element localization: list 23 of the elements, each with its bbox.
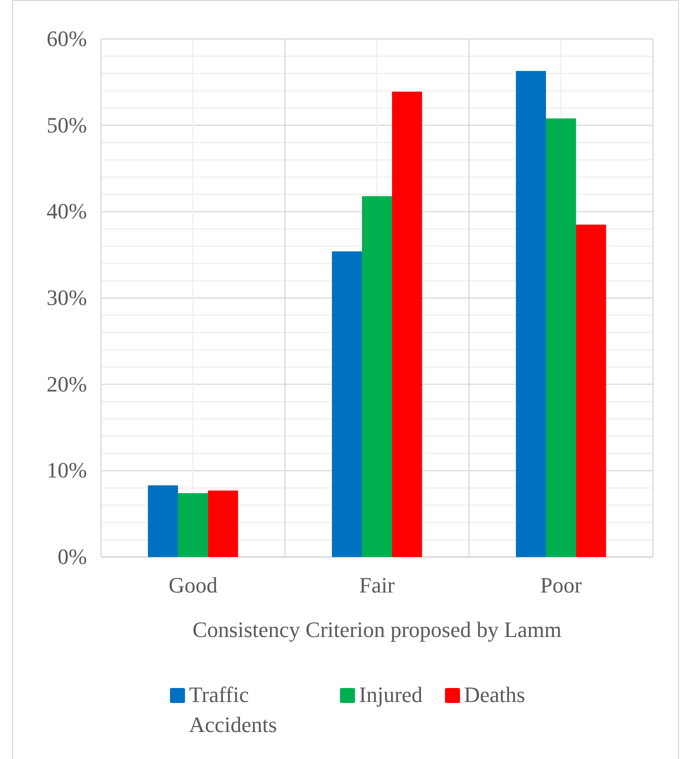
x-axis-title: Consistency Criterion proposed by Lamm bbox=[192, 617, 562, 642]
y-tick-label: 50% bbox=[46, 112, 87, 138]
y-tick-label: 10% bbox=[46, 458, 87, 483]
y-tick-label: 0% bbox=[58, 544, 87, 570]
y-tick-label: 60% bbox=[46, 26, 87, 52]
bar bbox=[208, 490, 238, 557]
bar bbox=[148, 485, 178, 557]
x-tick-label: Good bbox=[168, 572, 218, 598]
y-tick-label: 40% bbox=[46, 198, 87, 224]
x-tick-label: Fair bbox=[359, 572, 396, 598]
legend-label: Deaths bbox=[464, 682, 526, 707]
bar bbox=[576, 224, 606, 557]
bar bbox=[546, 118, 576, 557]
y-tick-label: 30% bbox=[46, 285, 87, 310]
bar bbox=[332, 251, 362, 557]
bar bbox=[392, 92, 422, 557]
bar bbox=[362, 196, 392, 557]
x-tick-label: Poor bbox=[540, 572, 582, 598]
legend-label: Traffic Accidents bbox=[189, 682, 277, 737]
bar bbox=[516, 70, 546, 557]
legend-label: Injured bbox=[359, 682, 423, 707]
y-tick-label: 20% bbox=[46, 371, 87, 396]
bar bbox=[178, 493, 208, 557]
